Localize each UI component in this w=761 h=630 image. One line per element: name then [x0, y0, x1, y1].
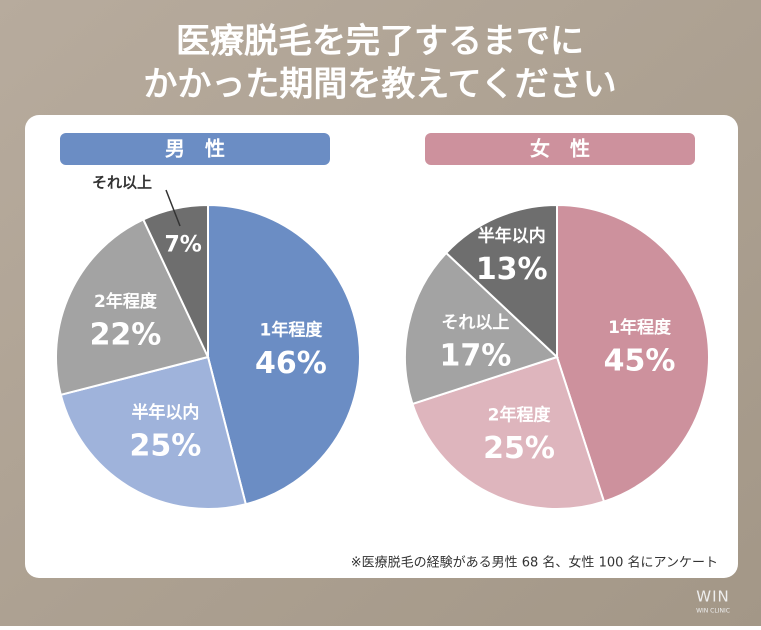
- slice-category: それ以上: [92, 174, 152, 192]
- footnote: ※医療脱毛の経験がある男性 68 名、女性 100 名にアンケート: [351, 555, 718, 571]
- charts: 男 性 1年程度 46% 半年以内 25% 2年程度 22% それ以上 7% 女 性 1年程度 45%…: [55, 133, 710, 510]
- slice-category: 1年程度: [608, 317, 672, 338]
- leader-line: [165, 189, 181, 227]
- slice-value: 25%: [483, 431, 555, 466]
- pie-slice: [556, 203, 710, 503]
- logo-subtext: WIN CLINIC: [696, 608, 730, 615]
- panel-header: [60, 133, 330, 165]
- pie-slice: [59, 355, 248, 510]
- slice-value: 45%: [604, 343, 676, 378]
- pie-slice: [55, 218, 210, 397]
- slice-value: 13%: [476, 252, 548, 287]
- pie-slice: [404, 251, 559, 406]
- pie-slice: [141, 203, 209, 358]
- slice-category: それ以上: [441, 313, 509, 333]
- slice-value: 7%: [164, 233, 201, 258]
- slice-category: 2年程度: [488, 404, 552, 425]
- slice-category: 半年以内: [478, 225, 546, 246]
- pie-slice: [411, 355, 606, 510]
- title-line: 医療脱毛を完了するまでに: [176, 22, 584, 62]
- title-line: かかった期間を教えてください: [143, 65, 616, 105]
- slice-value: 22%: [90, 318, 162, 353]
- slice-category: 2年程度: [94, 291, 158, 312]
- panel-header: [425, 133, 695, 165]
- slice-value: 25%: [130, 428, 202, 463]
- slice-category: 1年程度: [260, 320, 324, 341]
- logo: WIN: [696, 588, 729, 606]
- panel-title: 男 性: [165, 137, 225, 161]
- panel-title: 女 性: [530, 137, 590, 161]
- slice-value: 46%: [255, 346, 327, 381]
- slice-category: 半年以内: [131, 402, 199, 423]
- pie-slice: [207, 203, 361, 506]
- slice-value: 17%: [440, 338, 512, 373]
- pie-slice: [444, 203, 558, 360]
